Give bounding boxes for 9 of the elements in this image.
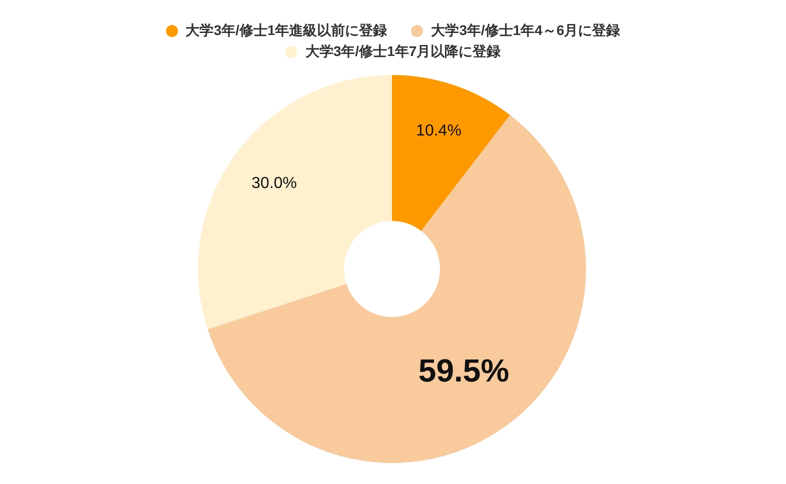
data-label: 59.5% [418,352,510,388]
data-label: 30.0% [252,175,297,192]
donut-slice [392,75,510,231]
legend-label: 大学3年/修士1年7月以降に登録 [305,43,501,61]
legend-label: 大学3年/修士1年進級以前に登録 [186,22,388,40]
donut-slice [198,75,392,330]
data-label: 10.4% [416,122,462,140]
donut-slice [208,115,586,463]
legend-label: 大学3年/修士1年4～6月に登録 [431,22,620,40]
